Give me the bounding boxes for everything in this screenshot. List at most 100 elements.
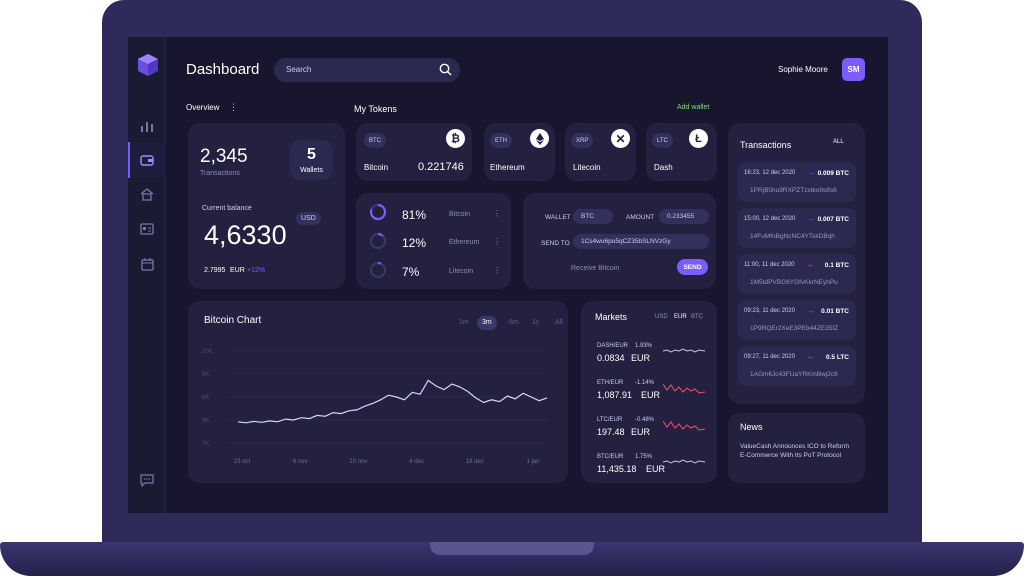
ring-track — [369, 232, 387, 250]
currency-tab-eur[interactable]: EUR — [674, 314, 687, 320]
eur-value: 2.7995 — [204, 267, 226, 274]
address-input[interactable]: 1Cs4wu6pu5qCZ35bSLNVzGy — [573, 234, 709, 249]
sidebar-item-analytics-icon[interactable] — [136, 115, 158, 137]
y-tick-label: 2K — [202, 441, 209, 447]
transaction-hash: 1AGm6Jc43FUaYRKmBwj2c8 — [750, 371, 838, 378]
sparkline-path — [663, 348, 705, 353]
transaction-row[interactable]: 09:23, 11 dec 2020 → 0.01 BTC 1P9RQEr2XeE3P… — [738, 300, 856, 340]
sidebar-item-calendar-icon[interactable] — [136, 253, 158, 275]
allocation-pct: 7% — [402, 265, 420, 279]
wallets-count: 5 — [307, 146, 316, 163]
transaction-row[interactable]: 09:27, 11 dec 2020 ← 0.5 LTC 1AGm6Jc43FUaYR… — [738, 346, 856, 386]
receive-link[interactable]: Receive Bitcoin — [571, 265, 620, 272]
transaction-row[interactable]: 16:23, 12 dec 2020 → 0.009 BTC 1PRjB5hu9RXP… — [738, 162, 856, 202]
x-tick-label: 23 oct — [234, 459, 251, 465]
send-button[interactable]: SEND — [677, 259, 708, 275]
token-card-eth[interactable]: ETH Ethereum — [484, 123, 555, 181]
market-unit: EUR — [631, 427, 651, 437]
btc-price-line — [237, 379, 548, 424]
news-card: News ValueCash Announces ICO to Reform E… — [728, 413, 865, 483]
bitcoin-line-chart: 10K 8K 6K 4K 2K 23 oct 6 nov 20 nov 4 dec 18 dec 1… — [202, 349, 548, 465]
transaction-date: 15:00, 12 dec 2020 — [744, 216, 796, 222]
x-tick-label: 1 jan — [526, 459, 539, 465]
token-code: XRP — [571, 133, 594, 148]
x-tick-label: 20 nov — [349, 459, 367, 465]
ring-progress — [369, 261, 387, 279]
transactions-filter[interactable]: ALL — [833, 139, 844, 145]
sidebar-item-contacts-icon[interactable] — [136, 218, 158, 240]
row-menu-icon[interactable]: ⋮ — [493, 209, 501, 218]
overview-card: 2,345 Transactions 5 Wallets Current bal… — [188, 123, 345, 289]
currency-tab-usd[interactable]: USD — [655, 314, 668, 320]
transaction-hash: 1M5tdPVBG6YGfvKkrNEyhPu — [750, 279, 838, 286]
search-bar[interactable]: Search — [274, 58, 460, 82]
news-text[interactable]: ValueCash Announces ICO to Reform E-Comm… — [740, 443, 849, 459]
arrow-left-icon: ← — [807, 260, 815, 269]
avatar[interactable]: SM — [842, 58, 865, 81]
more-vertical-icon[interactable]: ⋮ — [229, 102, 238, 112]
transaction-row[interactable]: 15:00, 12 dec 2020 → 0.007 BTC 14FuMfoBgNcN… — [738, 208, 856, 248]
token-card-btc[interactable]: BTC ₿ Bitcoin 0.221746 — [356, 123, 472, 181]
amount-input[interactable]: 0.233455 — [659, 209, 709, 224]
transaction-amount: 0.1 BTC — [824, 262, 849, 269]
token-code: BTC — [364, 133, 386, 148]
wallets-box[interactable]: 5 Wallets — [290, 140, 333, 180]
y-tick-label: 4K — [202, 418, 209, 424]
allocation-pct: 12% — [402, 236, 427, 250]
token-card-xrp[interactable]: XRP ✕ Litecoin — [565, 123, 636, 181]
search-icon[interactable] — [439, 63, 452, 76]
range-tab-all[interactable]: All — [555, 319, 563, 326]
eur-change: +12% — [247, 267, 266, 274]
market-sparkline — [663, 348, 705, 353]
transaction-amount: 0.01 BTC — [821, 308, 849, 315]
user-name[interactable]: Sophie Moore — [778, 65, 828, 74]
sidebar-active-indicator — [128, 142, 166, 178]
allocation-name: Litecoin — [449, 268, 474, 275]
bitcoin-chart-card: Bitcoin Chart 1m 3m 6m 1y All 10K 8K 6K 4K 2K 23 … — [188, 301, 568, 483]
arrow-right-icon: → — [807, 214, 815, 223]
token-code: LTC — [652, 133, 673, 148]
range-tab-3m[interactable]: 3m — [477, 316, 497, 330]
range-tab-6m[interactable]: 6m — [509, 319, 519, 326]
litecoin-icon: Ł — [689, 129, 708, 148]
row-menu-icon[interactable]: ⋮ — [493, 266, 501, 275]
wallets-label: Wallets — [300, 167, 323, 174]
amount-label: AMOUNT — [626, 214, 655, 221]
transaction-row[interactable]: 11:00, 11 dec 2020 ← 0.1 BTC 1M5tdPVBG6YGfv… — [738, 254, 856, 294]
currency-tab-btc[interactable]: BTC — [691, 314, 703, 320]
wallet-select[interactable]: BTC — [573, 209, 613, 224]
allocation-pct: 81% — [402, 208, 427, 222]
market-sparkline — [663, 459, 705, 464]
transaction-amount: 0.007 BTC — [817, 216, 849, 223]
chat-icon[interactable] — [136, 469, 158, 491]
token-name: Dash — [654, 163, 673, 172]
transaction-hash: 1PRjB5hu9RXPZTzxtko9stfs6 — [750, 187, 837, 194]
token-amount: 0.221746 — [418, 161, 464, 173]
ring-progress — [369, 203, 387, 221]
arrow-right-icon: → — [807, 306, 815, 315]
markets-title: Markets — [595, 312, 628, 322]
transaction-hash: 1P9RQEr2XeE3PEb44ZE35fZ — [750, 325, 839, 332]
sidebar-item-wallet-icon[interactable] — [136, 149, 158, 171]
token-card-ltc[interactable]: LTC Ł Dash — [646, 123, 717, 181]
range-tab-1m[interactable]: 1m — [459, 319, 469, 326]
range-tab-1y[interactable]: 1y — [532, 319, 540, 326]
sidebar-item-home-icon[interactable] — [136, 183, 158, 205]
currency-badge[interactable]: USD — [296, 212, 321, 225]
send-to-label: SEND TO — [541, 240, 570, 247]
y-tick-label: 10K — [202, 349, 213, 355]
allocation-name: Ethereum — [449, 239, 480, 246]
market-change: -1.14% — [635, 380, 655, 386]
market-change: -0.48% — [635, 417, 655, 423]
transactions-label: Transactions — [200, 170, 240, 177]
page-title: Dashboard — [186, 61, 260, 78]
row-menu-icon[interactable]: ⋮ — [493, 237, 501, 246]
market-pair: BTC/EUR — [597, 454, 624, 460]
add-wallet-link[interactable]: Add wallet — [677, 104, 710, 111]
search-input[interactable]: Search — [286, 65, 312, 74]
app-screen: Dashboard Search Sophie Moore SM Overvie… — [128, 37, 888, 513]
sparkline-path — [663, 420, 705, 431]
transactions-count: 2,345 — [200, 146, 248, 167]
allocation-rings — [369, 203, 387, 279]
transactions-card: Transactions ALL 16:23, 12 dec 2020 → 0.00… — [728, 123, 865, 404]
